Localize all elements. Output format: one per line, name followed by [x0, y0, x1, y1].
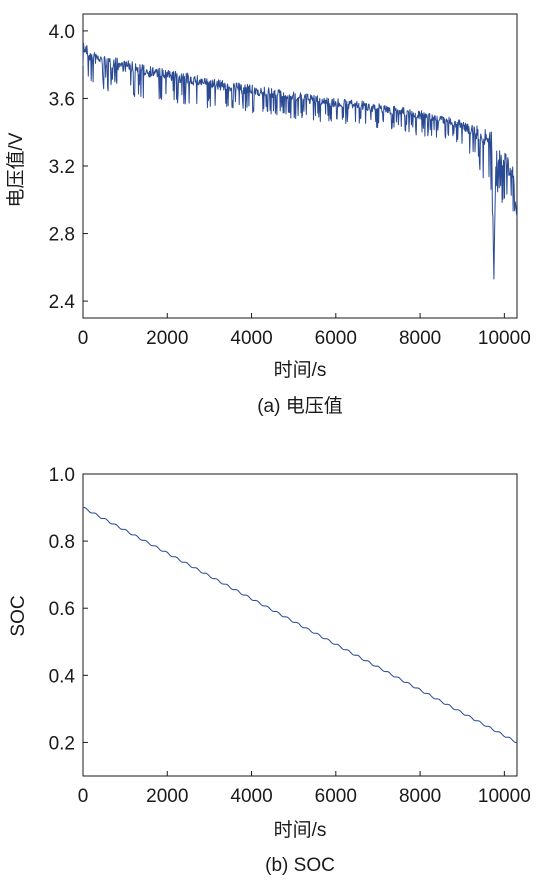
voltage-x-tick-label: 2000	[146, 328, 188, 349]
soc-x-tick-label: 2000	[146, 786, 188, 807]
voltage-y-ticks: 2.4 2.8 3.2 3.6 4.0	[49, 22, 88, 313]
soc-y-ticks: 0.2 0.4 0.6 0.8 1.0	[49, 465, 88, 754]
voltage-x-tick-label: 0	[78, 328, 89, 349]
voltage-chart-caption: (a) 电压值	[257, 395, 343, 417]
soc-x-tick-label: 8000	[399, 786, 441, 807]
soc-chart-panel: 0 2000 4000 6000 8000 10000 0.2 0.4 0.6 0.8 1.0 时…	[0, 446, 552, 882]
voltage-y-axis-title: 电压值/V	[5, 132, 27, 207]
soc-chart: 0 2000 4000 6000 8000 10000 0.2 0.4 0.6 0.8 1.0 时…	[8, 465, 531, 876]
voltage-series-line	[82, 42, 518, 280]
soc-plot-frame-group	[82, 473, 518, 777]
soc-x-tick-label: 6000	[315, 786, 357, 807]
soc-series-line	[82, 507, 518, 744]
voltage-chart: 0 2000 4000 6000 8000 10000 2.4 2.8 3.2 3.6 4.0 时…	[5, 13, 531, 417]
voltage-series-group	[82, 42, 518, 280]
voltage-plot-frame-group	[82, 13, 518, 319]
soc-x-tick-label: 0	[78, 786, 89, 807]
soc-series-group	[82, 507, 518, 744]
voltage-chart-panel: 0 2000 4000 6000 8000 10000 2.4 2.8 3.2 3.6 4.0 时…	[0, 0, 552, 430]
soc-y-tick-label: 1.0	[49, 465, 75, 486]
soc-y-axis-title: SOC	[8, 595, 29, 636]
soc-x-tick-label: 10000	[478, 786, 531, 807]
soc-plot-frame	[82, 473, 518, 777]
soc-y-tick-label: 0.2	[49, 733, 75, 754]
soc-y-tick-label: 0.4	[49, 666, 76, 687]
voltage-x-tick-label: 10000	[478, 328, 531, 349]
voltage-y-tick-label: 2.4	[49, 292, 76, 313]
soc-x-ticks: 0 2000 4000 6000 8000 10000	[78, 771, 531, 807]
voltage-x-tick-label: 4000	[230, 328, 272, 349]
voltage-y-tick-label: 2.8	[49, 225, 75, 246]
voltage-x-tick-label: 8000	[399, 328, 441, 349]
voltage-y-tick-label: 4.0	[49, 22, 75, 43]
voltage-x-ticks: 0 2000 4000 6000 8000 10000	[78, 313, 531, 349]
voltage-x-axis-title: 时间/s	[274, 359, 327, 381]
soc-y-tick-label: 0.6	[49, 599, 75, 620]
soc-x-axis-title: 时间/s	[274, 819, 327, 841]
voltage-y-tick-label: 3.6	[49, 89, 75, 110]
voltage-plot-frame	[82, 13, 518, 319]
soc-x-tick-label: 4000	[230, 786, 272, 807]
voltage-x-tick-label: 6000	[315, 328, 357, 349]
soc-y-tick-label: 0.8	[49, 532, 75, 553]
soc-chart-caption: (b) SOC	[265, 855, 335, 876]
voltage-y-tick-label: 3.2	[49, 157, 75, 178]
